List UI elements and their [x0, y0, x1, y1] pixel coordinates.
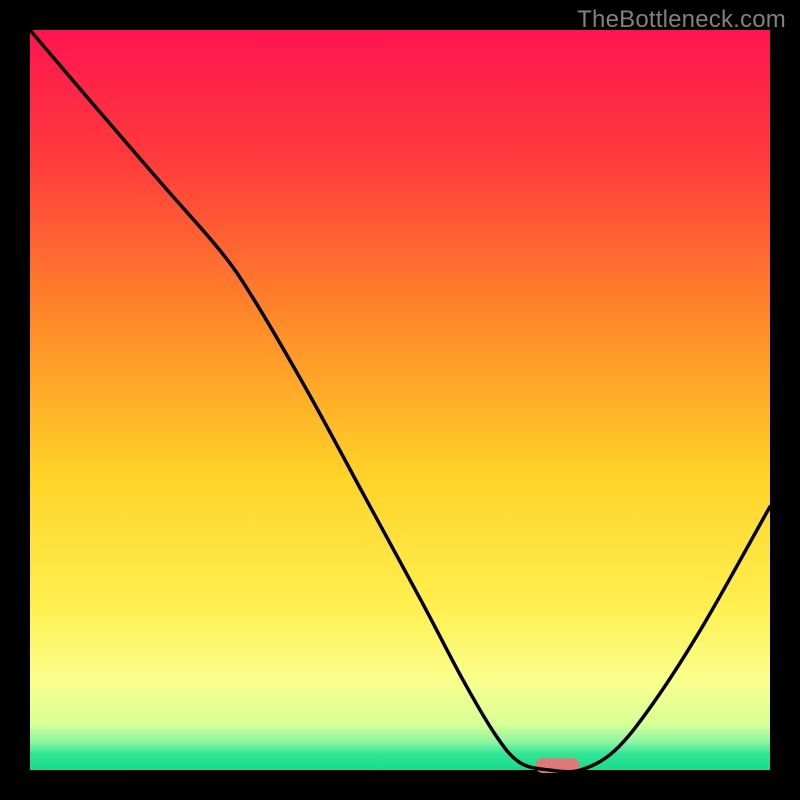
- watermark-text: TheBottleneck.com: [577, 6, 786, 34]
- chart-container: TheBottleneck.com: [0, 0, 800, 800]
- plot-area: [30, 30, 770, 770]
- bottleneck-chart: [0, 0, 800, 800]
